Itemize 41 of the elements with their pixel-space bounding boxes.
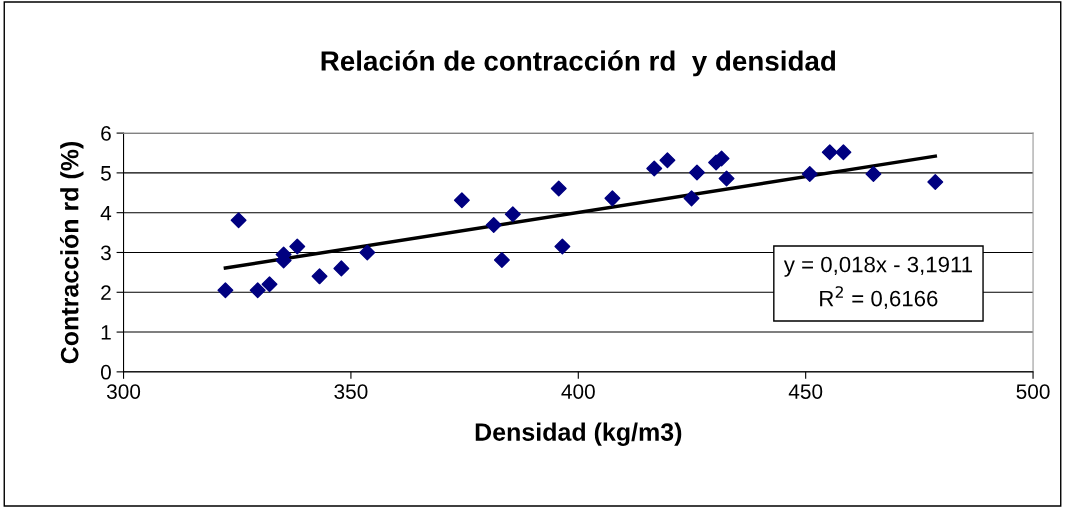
point [493,252,510,269]
y-tick-label: 3 [100,245,111,261]
point [261,276,278,293]
point [683,190,700,207]
y-tick-label: 2 [101,285,111,300]
y-tick-label: 4 [100,205,112,221]
point [821,144,838,161]
point [865,166,882,183]
point [217,282,234,299]
y-tick-label: 0 [100,364,111,380]
annotation: y = 0,018x - 3,1911 R$^{2}$ = 0,6166 [783,256,972,310]
point [604,190,621,207]
point [646,160,663,177]
x-tick-label: 500 [1016,384,1050,399]
point [718,170,735,187]
x-axis-title: Densidad (kg/m3) [475,422,682,446]
point [801,166,818,183]
point [311,268,328,285]
point [289,238,306,255]
chart-title: Relación de contracción rd y densidad [321,50,836,77]
point [689,164,705,181]
y-tick-label: 6 [101,126,111,141]
point [835,144,852,161]
y-tick-label: 5 [100,166,111,181]
y-tick-label: 1 [101,325,111,340]
point [249,282,266,299]
point [359,244,376,261]
point [230,212,247,229]
point [485,217,502,233]
point [554,238,571,255]
x-tick-label: 450 [788,384,823,399]
x-tick-label: 350 [334,384,368,399]
x-tick-label: 300 [106,384,141,399]
x-tick-label: 400 [561,384,595,399]
point [659,152,676,169]
point [333,260,350,277]
point [504,206,521,223]
y-axis-title: Contracción rd (%) [59,141,84,364]
point [927,174,944,191]
point [550,180,567,197]
point [453,192,470,209]
